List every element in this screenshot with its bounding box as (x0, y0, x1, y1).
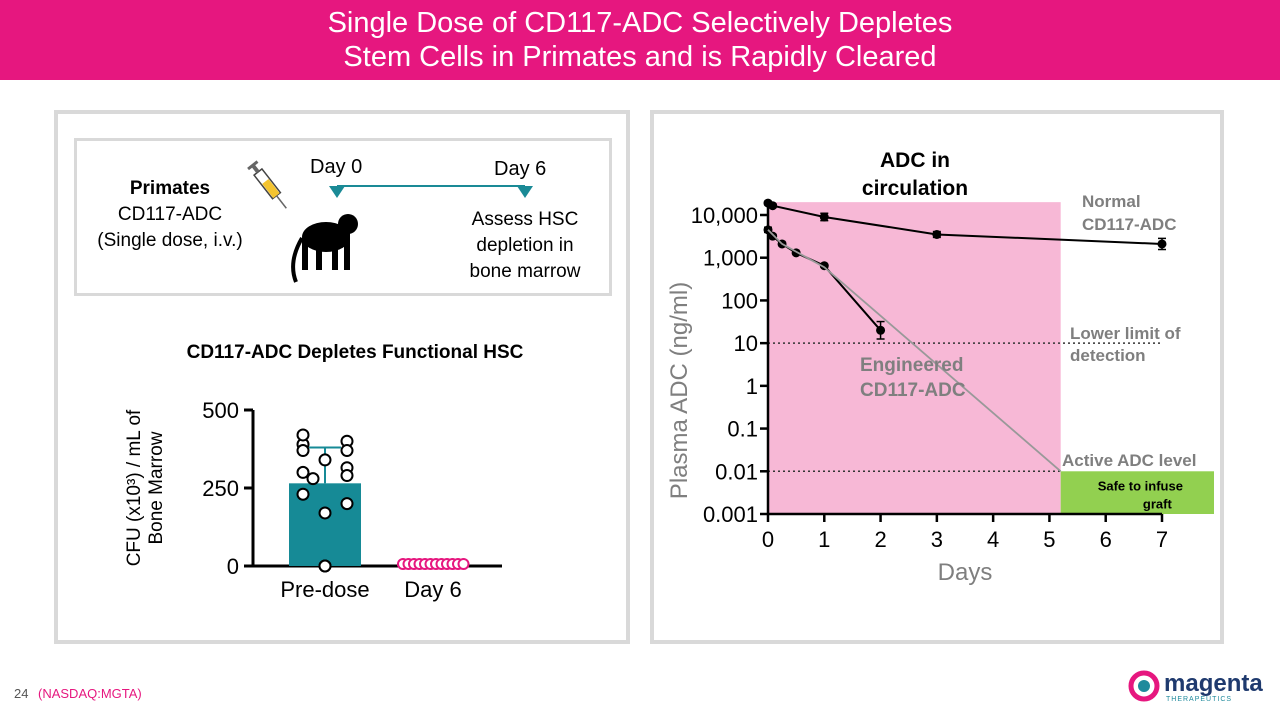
predose-point (296, 465, 310, 479)
safe-label-line1: Safe to infuse (1098, 478, 1183, 493)
predose-point (340, 497, 354, 511)
engineered-series-point (876, 325, 886, 335)
line-chart-title-line1: ADC in (880, 149, 950, 172)
engineered-series-point (768, 231, 778, 241)
predose-point (318, 559, 332, 573)
page-number: 24 (14, 686, 29, 701)
title-banner: Single Dose of CD117-ADC Selectively Dep… (0, 0, 1280, 80)
bar-y-label-line1: CFU (x10³) / mL of (124, 409, 145, 566)
protocol-subject: Primates (129, 178, 211, 199)
bar-chart-title: CD117-ADC Depletes Functional HSC (186, 342, 524, 363)
line-x-tick-label: 6 (1100, 527, 1112, 552)
bar-category-label: Day 6 (404, 577, 461, 602)
predose-point (296, 444, 310, 458)
bar-y-tick-label: 250 (202, 476, 239, 501)
engineered-label-line1: Engineered (860, 355, 963, 376)
predose-point (296, 487, 310, 501)
line-x-tick-label: 0 (762, 527, 774, 552)
active-level-label: Active ADC level (1062, 451, 1196, 470)
normal-series-point (932, 229, 942, 239)
logo-mark-icon (1128, 670, 1160, 702)
syringe-icon (247, 160, 287, 209)
line-chart-title-line2: circulation (862, 177, 968, 200)
predose-point (296, 428, 310, 442)
line-x-tick-label: 3 (931, 527, 943, 552)
day6-marker (517, 186, 533, 198)
assess-line3: bone marrow (469, 261, 581, 282)
day6-label: Day 6 (494, 158, 547, 180)
safe-to-infuse-box (1060, 471, 1214, 514)
predose-point (318, 506, 332, 520)
line-y-tick-label: 0.1 (727, 417, 758, 442)
line-x-tick-label: 5 (1043, 527, 1055, 552)
bar-y-tick-label: 500 (202, 398, 239, 423)
engineered-label-line2: CD117-ADC (860, 380, 966, 401)
line-y-tick-label: 10,000 (691, 203, 758, 228)
safe-label-line2: graft (1143, 496, 1173, 511)
line-chart: Safe to infusegraft0.0010.010.11101001,0… (666, 149, 1214, 586)
line-x-axis-title: Days (938, 559, 993, 586)
day6-point (457, 558, 470, 570)
predose-point (340, 444, 354, 458)
bar-y-tick-label: 0 (227, 554, 239, 579)
lloq-label-line1: Lower limit of (1070, 324, 1181, 343)
engineered-projection-line (767, 229, 1062, 472)
line-y-tick-label: 1 (746, 374, 758, 399)
normal-series-point (819, 212, 829, 222)
line-y-axis-title: Plasma ADC (ng/ml) (666, 282, 693, 499)
line-x-tick-label: 2 (874, 527, 886, 552)
slide-title-line2: Stem Cells in Primates and is Rapidly Cl… (343, 41, 937, 73)
protocol-drug: CD117-ADC (117, 204, 223, 225)
bar-chart: 0 250 500 CFU (x10³) / mL of Bone Marrow Pre-… (124, 398, 502, 602)
lloq-label-line2: detection (1070, 346, 1146, 365)
predose-point (340, 469, 354, 483)
assess-line2: depletion in (476, 235, 574, 256)
line-y-tick-label: 0.001 (703, 502, 758, 527)
logo-subtitle: THERAPEUTICS (1166, 696, 1233, 703)
line-x-tick-label: 4 (987, 527, 999, 552)
slide-title-line1: Single Dose of CD117-ADC Selectively Dep… (327, 7, 953, 39)
line-y-tick-label: 100 (721, 288, 758, 313)
normal-series-point (768, 201, 778, 211)
ticker: (NASDAQ:MGTA) (38, 686, 142, 701)
protocol-dose: (Single dose, i.v.) (97, 230, 243, 251)
line-y-tick-label: 0.01 (715, 459, 758, 484)
line-x-tick-label: 1 (818, 527, 830, 552)
bar-y-label: CFU (x10³) / mL of Bone Marrow (124, 409, 167, 566)
pink-shaded-region (768, 202, 1061, 514)
monkey-icon (291, 214, 358, 283)
line-y-tick-label: 1,000 (703, 246, 758, 271)
normal-series-point (1157, 239, 1167, 249)
assess-line1: Assess HSC (471, 209, 579, 230)
day0-label: Day 0 (310, 156, 363, 178)
logo-wordmark: magenta (1164, 670, 1263, 697)
normal-label-line2: CD117-ADC (1082, 215, 1176, 234)
normal-label-line1: Normal (1082, 192, 1141, 211)
predose-point (306, 472, 320, 486)
line-x-tick-label: 7 (1156, 527, 1168, 552)
line-y-tick-label: 10 (734, 331, 758, 356)
bar-category-label: Pre-dose (280, 577, 369, 602)
day0-marker (329, 186, 345, 198)
bar-y-label-line2: Bone Marrow (146, 431, 167, 544)
predose-point (318, 453, 332, 467)
